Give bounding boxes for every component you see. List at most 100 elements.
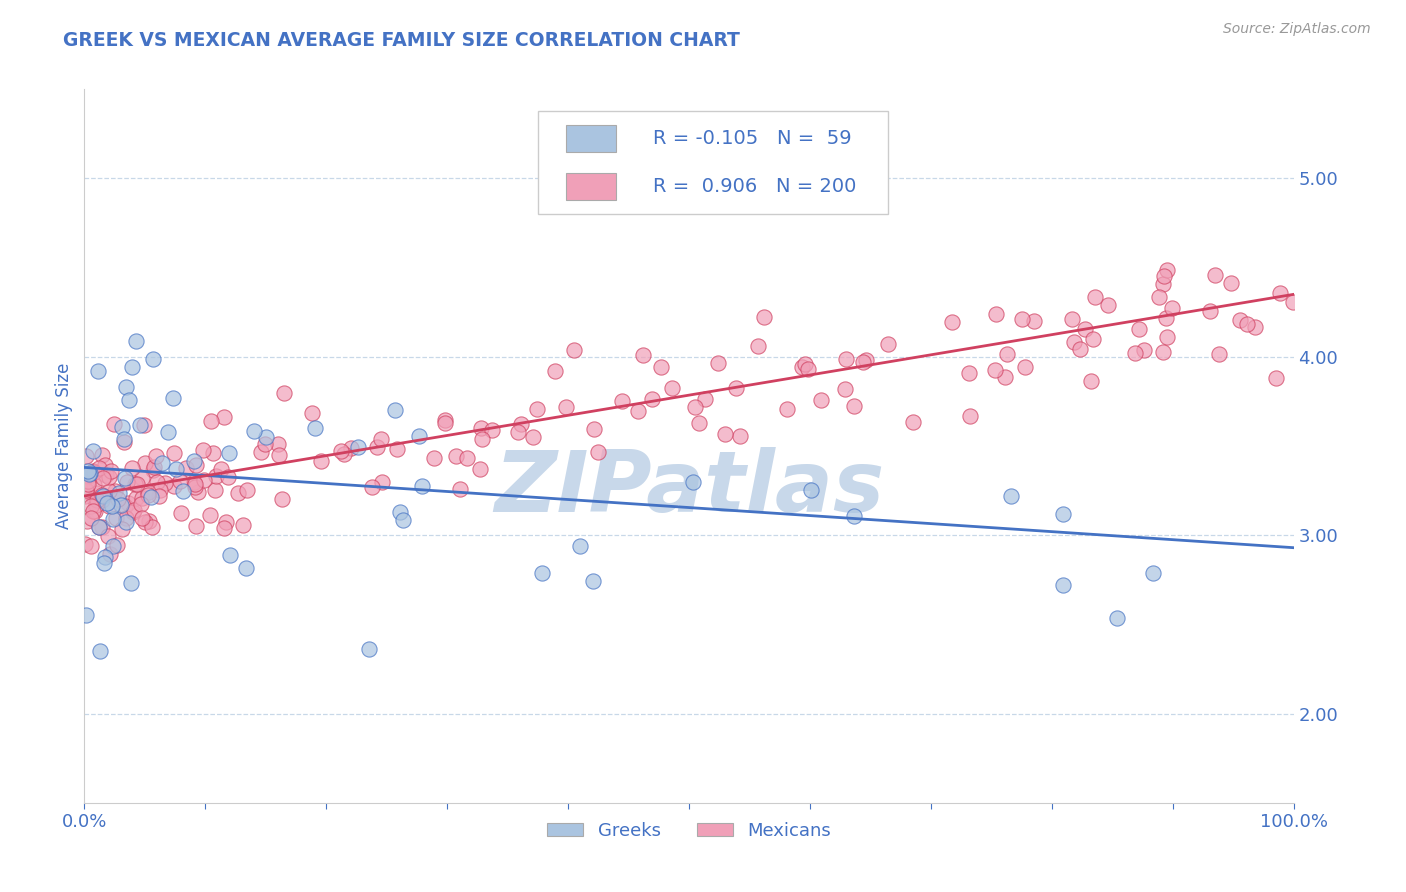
Point — [83, 465, 105, 479]
Point — [253, 437, 276, 451]
Point — [1133, 343, 1156, 357]
Text: ZIPatlas: ZIPatlas — [494, 447, 884, 531]
Point — [984, 307, 1007, 321]
Point — [434, 417, 457, 431]
Point — [218, 446, 240, 460]
Point — [214, 521, 236, 535]
Point — [136, 484, 159, 499]
Point — [77, 467, 100, 482]
Point — [347, 440, 370, 454]
Point — [146, 475, 169, 489]
Point — [183, 454, 205, 468]
Point — [163, 479, 186, 493]
Point — [834, 352, 856, 367]
Point — [706, 356, 728, 370]
Point — [82, 443, 104, 458]
Point — [273, 385, 295, 400]
Point — [149, 483, 172, 497]
Point — [142, 463, 165, 477]
Point — [1105, 611, 1128, 625]
Point — [103, 417, 125, 431]
Point — [506, 425, 529, 440]
Point — [98, 470, 121, 484]
Point — [810, 392, 832, 407]
Point — [1244, 320, 1267, 334]
Point — [957, 366, 980, 380]
Point — [752, 310, 775, 324]
Point — [174, 461, 197, 475]
Point — [433, 413, 456, 427]
Point — [249, 445, 271, 459]
Point — [134, 456, 156, 470]
Point — [94, 549, 117, 564]
Point — [423, 451, 446, 466]
Point — [118, 392, 141, 407]
Point — [1156, 330, 1178, 344]
Point — [269, 448, 291, 462]
Point — [91, 487, 114, 501]
Point — [449, 482, 471, 496]
Point — [361, 480, 384, 494]
Point — [411, 478, 433, 492]
Point — [1154, 311, 1177, 326]
Point — [200, 414, 222, 428]
Point — [1152, 277, 1174, 291]
Point — [627, 404, 650, 418]
Point — [1011, 311, 1033, 326]
Point — [84, 498, 107, 512]
Point — [75, 483, 97, 498]
Point — [959, 409, 981, 423]
Point — [730, 429, 752, 443]
Point — [1069, 342, 1091, 356]
Point — [204, 483, 226, 498]
Point — [125, 334, 148, 348]
Point — [683, 400, 706, 414]
Point — [165, 461, 187, 475]
Point — [1229, 312, 1251, 326]
Point — [994, 370, 1017, 384]
Point — [91, 520, 114, 534]
Point — [446, 449, 468, 463]
Point — [995, 347, 1018, 361]
Point — [682, 475, 704, 489]
Point — [877, 336, 900, 351]
Point — [1220, 276, 1243, 290]
Point — [1236, 318, 1258, 332]
Point — [122, 503, 145, 517]
Point — [163, 446, 186, 460]
Point — [357, 641, 380, 656]
Point — [725, 380, 748, 394]
Point — [184, 476, 207, 491]
Point — [132, 417, 155, 432]
Point — [100, 464, 122, 478]
Point — [391, 513, 413, 527]
Point — [89, 644, 111, 658]
Point — [510, 417, 533, 431]
Point — [136, 488, 159, 502]
Point — [204, 468, 226, 483]
Point — [212, 409, 235, 424]
Point — [799, 483, 821, 497]
Point — [124, 491, 146, 506]
Point — [117, 496, 139, 510]
Point — [96, 467, 118, 482]
Point — [1097, 298, 1119, 312]
Point — [1014, 359, 1036, 374]
Point — [852, 355, 875, 369]
Point — [389, 505, 412, 519]
Legend: Greeks, Mexicans: Greeks, Mexicans — [540, 815, 838, 847]
Point — [1000, 489, 1022, 503]
Point — [186, 519, 208, 533]
Point — [145, 449, 167, 463]
Point — [170, 507, 193, 521]
Point — [87, 519, 110, 533]
Point — [1142, 566, 1164, 581]
Point — [1083, 332, 1105, 346]
Point — [522, 430, 544, 444]
Text: GREEK VS MEXICAN AVERAGE FAMILY SIZE CORRELATION CHART: GREEK VS MEXICAN AVERAGE FAMILY SIZE COR… — [63, 31, 740, 50]
Point — [115, 475, 138, 489]
Point — [83, 491, 105, 505]
Point — [75, 468, 97, 483]
Point — [371, 475, 394, 489]
Point — [471, 432, 494, 446]
